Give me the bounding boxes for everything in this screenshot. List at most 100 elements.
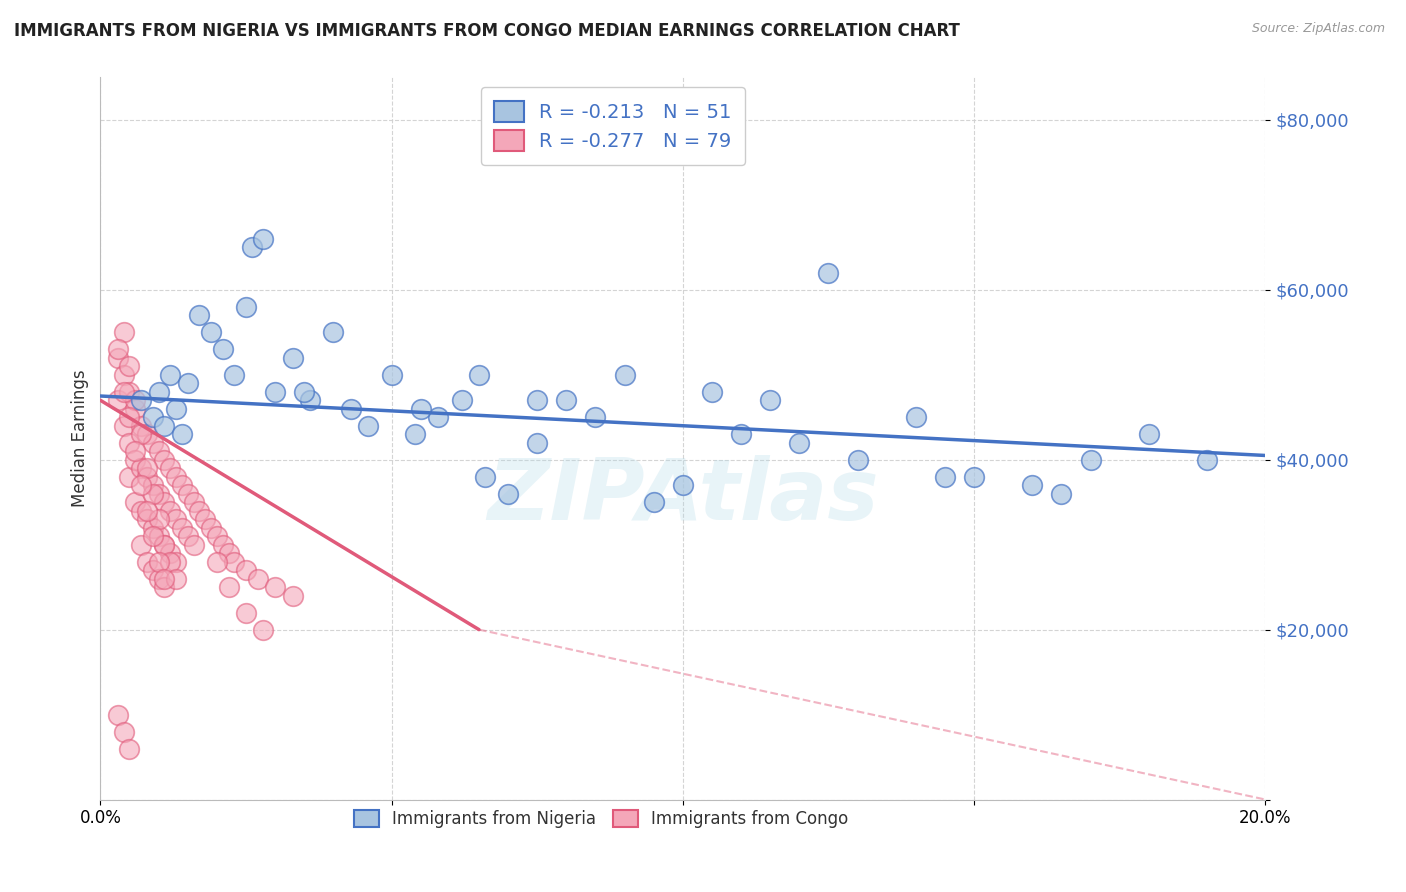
Point (112, 326, 135, 340)
Point (468, 368, 491, 382)
Point (165, 469, 187, 483)
Point (129, 538, 152, 552)
Point (136, 512, 159, 526)
Point (112, 724, 135, 739)
Point (1021, 478, 1043, 492)
Point (107, 343, 129, 357)
Point (1080, 452, 1102, 467)
Point (159, 504, 181, 518)
Point (165, 555, 187, 569)
Point (526, 435, 548, 450)
Point (817, 266, 839, 280)
Point (159, 461, 181, 475)
Point (904, 410, 927, 425)
Point (148, 572, 170, 586)
Point (129, 461, 152, 475)
Point (177, 486, 200, 500)
Point (613, 368, 636, 382)
Point (118, 435, 141, 450)
Point (224, 368, 246, 382)
Point (129, 418, 152, 433)
Point (165, 572, 187, 586)
Point (124, 452, 146, 467)
Point (281, 589, 304, 603)
Point (240, 240, 263, 254)
Point (148, 444, 170, 458)
Point (170, 427, 193, 442)
Point (409, 401, 432, 416)
Text: Source: ZipAtlas.com: Source: ZipAtlas.com (1251, 22, 1385, 36)
Point (153, 538, 176, 552)
Point (357, 418, 380, 433)
Y-axis label: Median Earnings: Median Earnings (72, 369, 89, 508)
Point (963, 469, 986, 483)
Point (107, 707, 129, 722)
Point (281, 351, 304, 365)
Point (142, 435, 165, 450)
Point (474, 469, 496, 483)
Point (299, 393, 322, 408)
Point (129, 504, 152, 518)
Point (153, 538, 176, 552)
Point (450, 393, 472, 408)
Text: IMMIGRANTS FROM NIGERIA VS IMMIGRANTS FROM CONGO MEDIAN EARNINGS CORRELATION CHA: IMMIGRANTS FROM NIGERIA VS IMMIGRANTS FR… (14, 22, 960, 40)
Point (211, 538, 233, 552)
Point (700, 384, 723, 399)
Point (118, 410, 141, 425)
Point (252, 623, 274, 637)
Point (159, 555, 181, 569)
Point (381, 368, 404, 382)
Point (148, 486, 170, 500)
Point (165, 401, 187, 416)
Point (136, 469, 159, 483)
Point (759, 393, 782, 408)
Point (177, 529, 200, 543)
Point (194, 512, 217, 526)
Point (322, 326, 344, 340)
Point (235, 300, 257, 314)
Point (427, 410, 450, 425)
Point (148, 512, 170, 526)
Point (136, 461, 159, 475)
Point (555, 393, 578, 408)
Point (112, 368, 135, 382)
Point (159, 368, 181, 382)
Point (170, 521, 193, 535)
Point (264, 384, 287, 399)
Point (142, 521, 165, 535)
Point (124, 393, 146, 408)
Point (672, 478, 695, 492)
Point (118, 469, 141, 483)
Point (142, 478, 165, 492)
Point (205, 555, 228, 569)
Point (153, 452, 176, 467)
Text: ZIPAtlas: ZIPAtlas (486, 455, 879, 538)
Point (340, 401, 363, 416)
Point (153, 495, 176, 509)
Point (107, 393, 129, 408)
Point (118, 384, 141, 399)
Point (142, 486, 165, 500)
Point (148, 529, 170, 543)
Point (112, 384, 135, 399)
Point (136, 504, 159, 518)
Point (136, 427, 159, 442)
Point (730, 427, 752, 442)
Point (177, 376, 200, 391)
Point (934, 469, 956, 483)
Point (224, 555, 246, 569)
Point (188, 504, 211, 518)
Point (496, 486, 519, 500)
Point (153, 418, 176, 433)
Point (292, 384, 315, 399)
Point (643, 495, 665, 509)
Point (129, 393, 152, 408)
Point (148, 384, 170, 399)
Point (142, 529, 165, 543)
Point (112, 418, 135, 433)
Point (526, 393, 548, 408)
Point (153, 572, 176, 586)
Point (235, 563, 257, 577)
Point (129, 478, 152, 492)
Point (118, 359, 141, 374)
